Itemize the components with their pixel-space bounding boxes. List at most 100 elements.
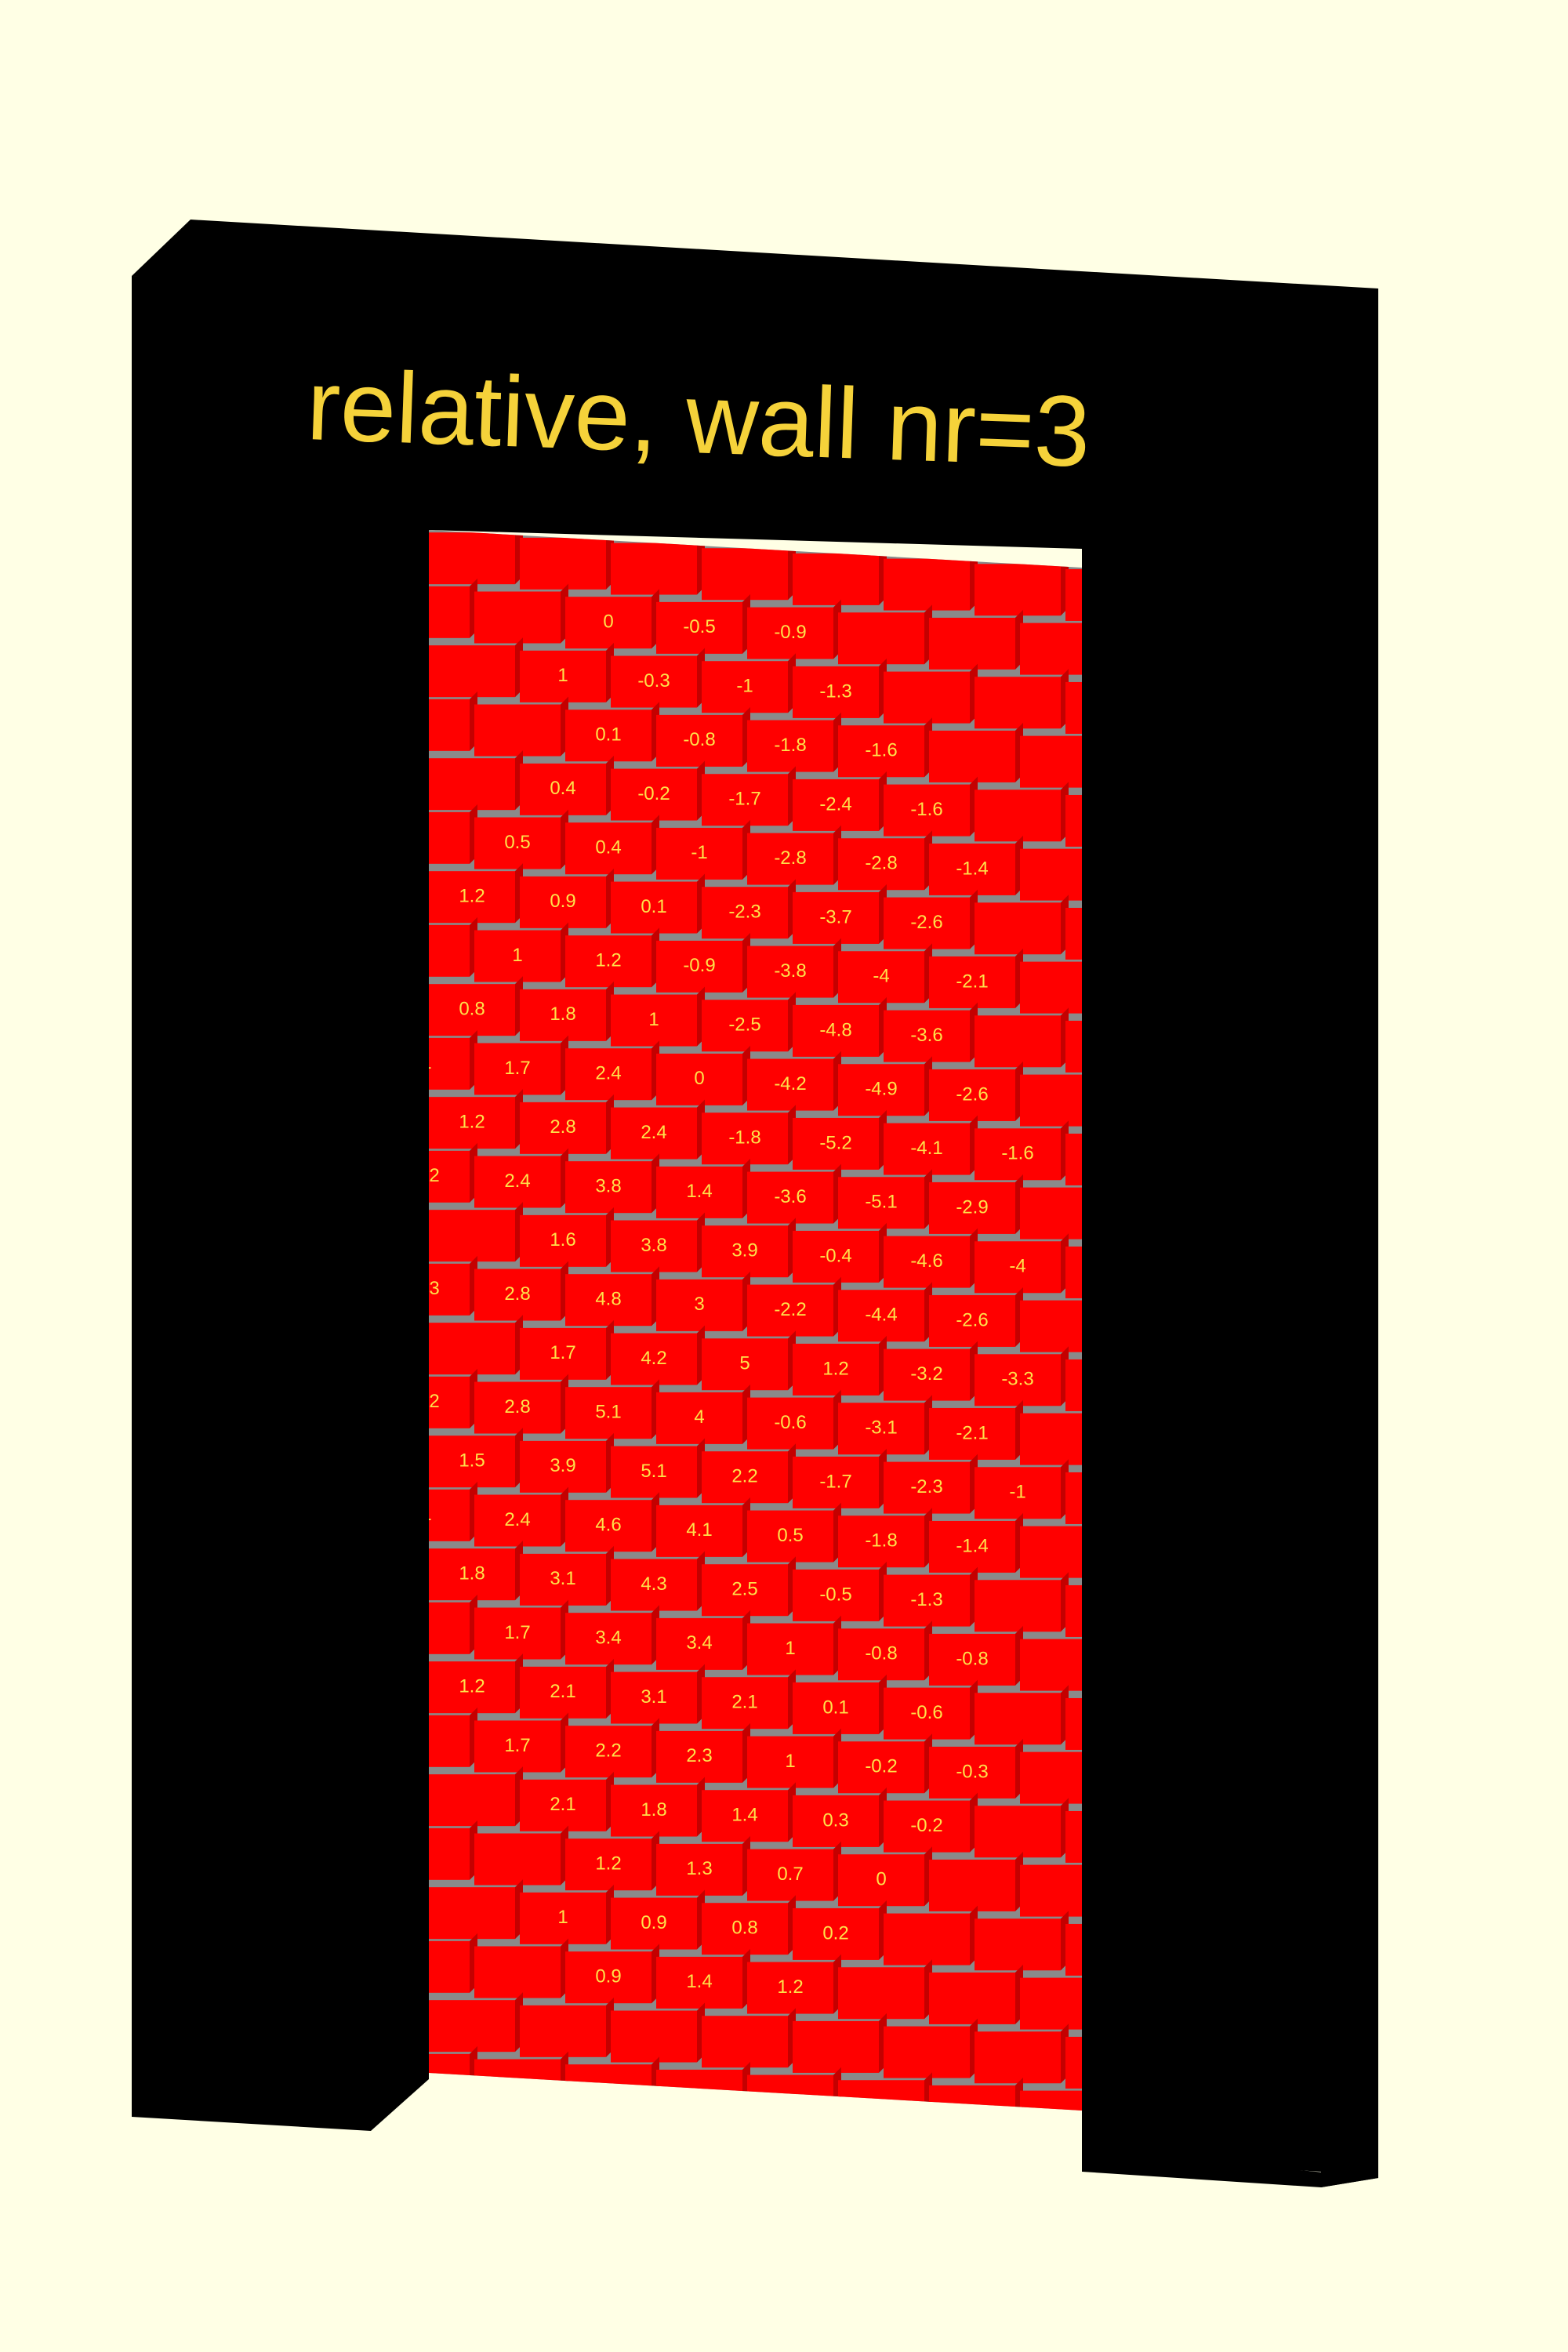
brick [565, 1387, 652, 1439]
brick [474, 1381, 561, 1434]
brick [1065, 1133, 1082, 1185]
brick-label: 2.4 [504, 1171, 530, 1192]
brick [975, 1580, 1061, 1632]
brick [793, 1682, 879, 1734]
brick [747, 2074, 833, 2111]
brick-label: -1.4 [956, 858, 988, 879]
brick [838, 951, 924, 1004]
brick [520, 537, 606, 590]
brick-label: 3.1 [550, 1568, 575, 1589]
brick [702, 1451, 788, 1504]
brick-label: -0.3 [956, 1761, 988, 1782]
brick [975, 564, 1061, 616]
brick-label: 2.5 [731, 1579, 757, 1600]
brick-label: -1.6 [865, 740, 897, 761]
brick-label: 0.9 [550, 891, 575, 912]
brick-label: 1.2 [413, 1391, 439, 1412]
brick [702, 1677, 788, 1730]
brick [702, 774, 788, 826]
brick [1020, 961, 1082, 1014]
brick [884, 671, 970, 724]
wall-title: relative, wall nr=3 [305, 349, 1092, 488]
brick-label: 0 [694, 1068, 704, 1089]
brick-label: 1 [557, 1907, 568, 1928]
brick [611, 1446, 697, 1498]
brick [474, 1043, 561, 1095]
brick [929, 1069, 1015, 1121]
brick-label: 0.4 [595, 837, 621, 858]
brick-label: -1 [736, 676, 753, 697]
brick [1065, 1697, 1082, 1750]
brick [611, 1897, 697, 1950]
brick [429, 699, 470, 751]
brick [520, 1214, 606, 1267]
brick-label: 4.6 [595, 1515, 621, 1536]
brick [429, 758, 515, 811]
brick [429, 1548, 515, 1601]
brick [656, 1617, 742, 1670]
brick-label: 1.7 [550, 1342, 575, 1363]
brick [1020, 735, 1082, 788]
brick-label: -4.6 [910, 1250, 942, 1272]
brick-label: -1.7 [728, 789, 760, 810]
brick [929, 956, 1015, 1008]
brick-label: 0.1 [595, 724, 621, 746]
brick [929, 1972, 1015, 2024]
brick [1020, 1300, 1082, 1352]
brick-label: 1.3 [686, 1858, 712, 1879]
brick-label: -1.3 [819, 681, 851, 702]
brick [429, 1150, 470, 1203]
brick-label: 1.2 [459, 886, 485, 907]
brick [429, 1263, 470, 1316]
brick [429, 1489, 470, 1541]
brick [1020, 1639, 1082, 1691]
brick [1065, 1359, 1082, 1411]
brick [793, 1343, 879, 1396]
brick [611, 655, 697, 708]
brick-label: -1.8 [774, 735, 806, 756]
brick-label: -1.8 [728, 1127, 760, 1149]
brick-label: -0.8 [956, 1648, 988, 1669]
brick-label: -2.6 [910, 912, 942, 933]
brick-label: 2.1 [550, 1681, 575, 1702]
wall-frame [132, 220, 1378, 2187]
brick [838, 725, 924, 778]
brick-label: -1 [1009, 1482, 1025, 1503]
brick [884, 1236, 970, 1288]
brick-label: -0.3 [637, 670, 670, 691]
brick-label: 4.3 [641, 1573, 666, 1595]
brick [747, 607, 833, 659]
brick [702, 1112, 788, 1165]
brick-label: -3.6 [910, 1025, 942, 1046]
brick-label: -0.5 [819, 1584, 851, 1605]
brick [884, 1913, 970, 1965]
brick-label: 1.7 [504, 1058, 530, 1079]
brick [429, 1940, 470, 1993]
brick [429, 1661, 515, 1714]
brick [975, 1918, 1061, 1971]
brick-side [1015, 2077, 1023, 2111]
brick-label: 4.1 [686, 1519, 712, 1541]
brick-label: -5.2 [819, 1132, 851, 1153]
brick [429, 2000, 515, 2053]
brick [838, 2080, 924, 2111]
brick-label: 0.8 [459, 999, 485, 1020]
brick-label: 4.8 [595, 1289, 621, 1310]
brick-label: -0.2 [910, 1815, 942, 1836]
brick [747, 1849, 833, 1901]
brick [565, 1838, 652, 1891]
brick [565, 2064, 652, 2111]
brick [793, 553, 879, 605]
brick [884, 1348, 970, 1401]
brick [747, 946, 833, 998]
frame-front [132, 276, 1378, 2187]
brick-label: -5.1 [865, 1192, 897, 1213]
brick-label: -4.1 [910, 1138, 942, 1159]
brick [747, 1623, 833, 1675]
brick [929, 1407, 1015, 1460]
brick-label: 2.8 [504, 1396, 530, 1417]
brick [520, 1892, 606, 1944]
brick-wall: 0 -0.5 -0.9 1 -0.3 -1 -1.3 0.1 -0.8 -1.8 -1.6 0.4 -0… [413, 530, 1082, 2111]
brick [520, 1779, 606, 1831]
brick-label: 1.2 [595, 1853, 621, 1875]
